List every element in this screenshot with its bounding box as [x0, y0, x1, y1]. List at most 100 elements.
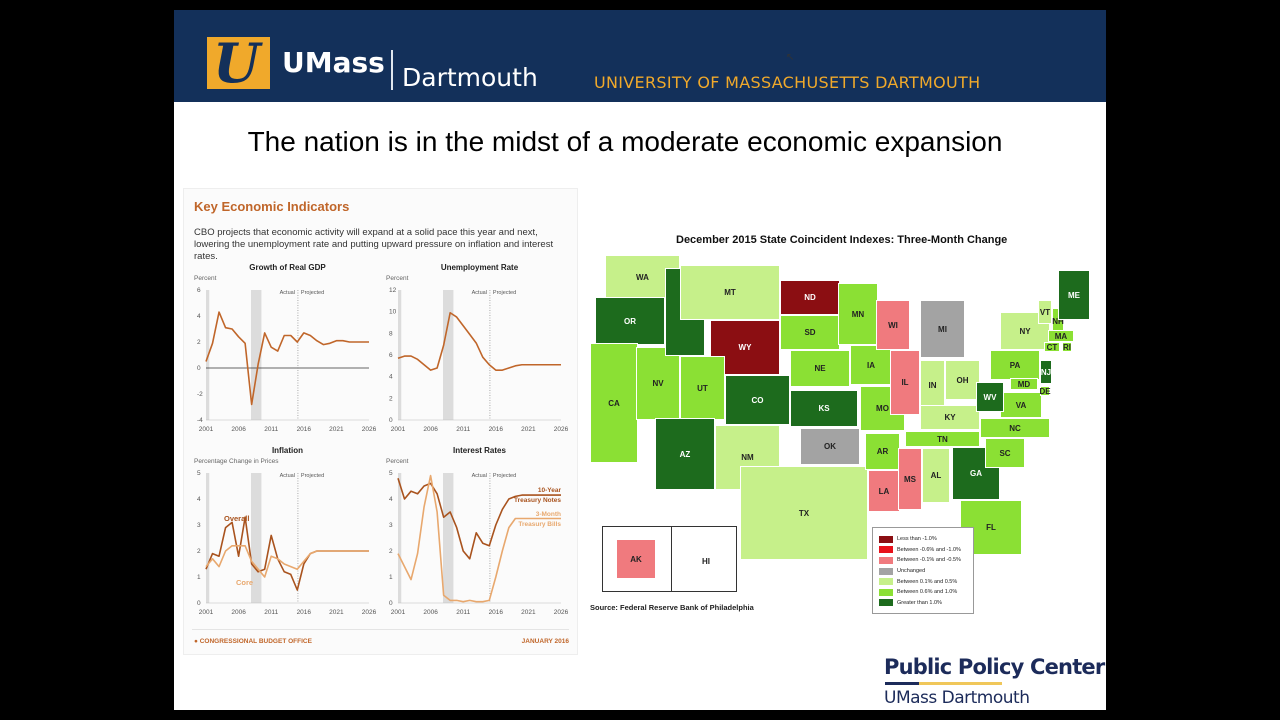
- x-tick-label: 2026: [554, 426, 569, 433]
- brand-name: UMass: [282, 46, 385, 79]
- series-line: [205, 516, 369, 591]
- y-tick-label: 1: [389, 574, 393, 581]
- state-tn: TN: [905, 431, 980, 447]
- legend-swatch: [879, 556, 893, 564]
- y-tick-label: 0: [197, 365, 201, 372]
- legend-swatch: [879, 546, 893, 554]
- y-tick-label: 5: [197, 470, 201, 477]
- y-tick-label: 4: [389, 374, 393, 381]
- x-tick-label: 2006: [423, 609, 438, 616]
- recession-band: [398, 290, 402, 420]
- y-axis-label: Percent: [194, 275, 217, 282]
- divider: [192, 629, 569, 630]
- umass-logo-icon: U: [207, 37, 270, 89]
- series-line: [397, 474, 561, 603]
- mouse-cursor-icon: ↖: [786, 52, 795, 63]
- y-tick-label: 8: [389, 330, 393, 337]
- recession-band: [250, 473, 262, 603]
- state-ky: KY: [920, 405, 980, 430]
- y-tick-label: 5: [389, 470, 393, 477]
- projected-label: Projected: [301, 290, 324, 296]
- state-ks: KS: [790, 390, 858, 427]
- legend-label: Between 0.6% and 1.0%: [897, 589, 958, 596]
- state-ne: NE: [790, 350, 850, 387]
- x-tick-label: 2001: [199, 426, 214, 433]
- x-tick-label: 2001: [199, 609, 214, 616]
- state-hi: HI: [686, 549, 726, 574]
- public-policy-center-sub: UMass Dartmouth: [884, 688, 1030, 708]
- slide-title: The nation is in the midst of a moderate…: [247, 126, 1003, 157]
- y-tick-label: 6: [197, 287, 201, 294]
- projected-label: Projected: [493, 473, 516, 479]
- state-nc: NC: [980, 418, 1050, 438]
- x-tick-label: 2021: [329, 609, 344, 616]
- cbo-footer-text: CONGRESSIONAL BUDGET OFFICE: [199, 638, 312, 645]
- legend-label: Between -0.1% and -0.5%: [897, 557, 961, 564]
- chart-title: Interest Rates: [453, 446, 506, 455]
- legend-label: Less than -1.0%: [897, 536, 937, 543]
- state-ma: MA: [1048, 330, 1074, 342]
- state-ri: RI: [1062, 342, 1072, 352]
- actual-label: Actual: [280, 290, 295, 296]
- y-tick-label: -4: [197, 417, 203, 424]
- legend-item: Less than -1.0%: [879, 534, 967, 545]
- x-tick-label: 2016: [297, 609, 312, 616]
- x-tick-label: 2011: [264, 426, 278, 433]
- y-tick-label: 10: [389, 309, 397, 316]
- state-ar: AR: [865, 433, 900, 470]
- state-tx: TX: [740, 466, 868, 560]
- state-ut: UT: [680, 356, 725, 420]
- legend-label: Unchanged: [897, 568, 926, 575]
- y-tick-label: -2: [197, 391, 203, 398]
- logo-bar: [919, 682, 1002, 685]
- state-co: CO: [725, 375, 790, 425]
- state-wi: WI: [876, 300, 910, 350]
- actual-label: Actual: [472, 290, 487, 296]
- legend-label: Between -0.6% and -1.0%: [897, 546, 961, 553]
- series-line: [205, 311, 369, 406]
- x-tick-label: 2026: [362, 609, 377, 616]
- y-tick-label: 2: [389, 548, 393, 555]
- cbo-charts: Growth of Real GDP Percent Actual Projected…: [194, 263, 569, 616]
- chart-title: Unemployment Rate: [441, 263, 519, 272]
- cbo-footer: ● CONGRESSIONAL BUDGET OFFICE: [194, 638, 312, 645]
- y-axis-label: Percent: [386, 275, 409, 282]
- projected-label: Projected: [301, 473, 324, 479]
- legend-label: Greater than 1.0%: [897, 599, 942, 606]
- y-axis-label: Percent: [386, 458, 409, 465]
- recession-band: [442, 473, 454, 603]
- y-tick-label: 3: [197, 522, 201, 529]
- cbo-description: CBO projects that economic activity will…: [194, 227, 554, 262]
- slide: U UMass Dartmouth UNIVERSITY OF MASSACHU…: [174, 10, 1106, 710]
- header-banner: U UMass Dartmouth UNIVERSITY OF MASSACHU…: [174, 10, 1106, 102]
- legend-item: Between 0.1% and 0.5%: [879, 576, 967, 587]
- state-il: IL: [890, 350, 920, 415]
- state-nj: NJ: [1040, 360, 1052, 384]
- series-line: [397, 311, 561, 371]
- us-state-map: WAORCANVIDMTWYUTAZCONMNDSDNEKSOKTXMNIAMO…: [588, 250, 1098, 570]
- series-label: Core: [236, 578, 253, 587]
- y-tick-label: 0: [389, 417, 393, 424]
- chart-title: Inflation: [272, 446, 303, 455]
- x-tick-label: 2026: [362, 426, 377, 433]
- series-label: Treasury Bills: [518, 521, 561, 528]
- legend-swatch: [879, 588, 893, 596]
- recession-band: [250, 290, 262, 420]
- x-tick-label: 2011: [456, 609, 470, 616]
- x-tick-label: 2016: [489, 609, 504, 616]
- state-sc: SC: [985, 438, 1025, 468]
- series-label: 10-Year: [538, 487, 562, 494]
- x-tick-label: 2006: [423, 426, 438, 433]
- legend-swatch: [879, 535, 893, 543]
- state-pa: PA: [990, 350, 1040, 380]
- y-tick-label: 3: [389, 522, 393, 529]
- state-wv: WV: [976, 382, 1004, 412]
- y-tick-label: 4: [389, 496, 393, 503]
- y-tick-label: 2: [197, 339, 201, 346]
- state-or: OR: [595, 297, 665, 345]
- legend-item: Between -0.1% and -0.5%: [879, 555, 967, 566]
- y-tick-label: 4: [197, 496, 201, 503]
- y-tick-label: 6: [389, 352, 393, 359]
- state-in: IN: [920, 360, 945, 410]
- state-md: MD: [1010, 378, 1038, 390]
